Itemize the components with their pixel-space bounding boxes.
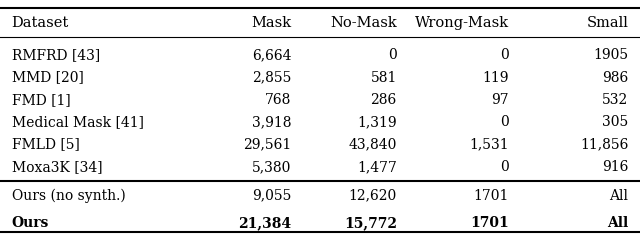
Text: 11,856: 11,856 [580, 138, 628, 151]
Text: 0: 0 [500, 48, 509, 62]
Text: 15,772: 15,772 [344, 216, 397, 230]
Text: Ours (no synth.): Ours (no synth.) [12, 188, 125, 203]
Text: MMD [20]: MMD [20] [12, 71, 83, 84]
Text: 12,620: 12,620 [349, 189, 397, 203]
Text: 986: 986 [602, 71, 628, 84]
Text: 305: 305 [602, 115, 628, 129]
Text: Mask: Mask [251, 16, 291, 30]
Text: 0: 0 [500, 160, 509, 174]
Text: Medical Mask [41]: Medical Mask [41] [12, 115, 143, 129]
Text: 21,384: 21,384 [238, 216, 291, 230]
Text: 0: 0 [500, 115, 509, 129]
Text: 0: 0 [388, 48, 397, 62]
Text: 1905: 1905 [593, 48, 628, 62]
Text: 1,531: 1,531 [469, 138, 509, 151]
Text: 43,840: 43,840 [348, 138, 397, 151]
Text: 5,380: 5,380 [252, 160, 291, 174]
Text: All: All [609, 189, 628, 203]
Text: Wrong-Mask: Wrong-Mask [415, 16, 509, 30]
Text: FMD [1]: FMD [1] [12, 93, 70, 107]
Text: 9,055: 9,055 [252, 189, 291, 203]
Text: 3,918: 3,918 [252, 115, 291, 129]
Text: 2,855: 2,855 [252, 71, 291, 84]
Text: 916: 916 [602, 160, 628, 174]
Text: Dataset: Dataset [12, 16, 68, 30]
Text: Ours: Ours [12, 216, 49, 230]
Text: RMFRD [43]: RMFRD [43] [12, 48, 100, 62]
Text: 286: 286 [371, 93, 397, 107]
Text: 581: 581 [371, 71, 397, 84]
Text: Moxa3K [34]: Moxa3K [34] [12, 160, 102, 174]
Text: 532: 532 [602, 93, 628, 107]
Text: All: All [607, 216, 628, 230]
Text: 1701: 1701 [470, 216, 509, 230]
Text: 768: 768 [265, 93, 291, 107]
Text: FMLD [5]: FMLD [5] [12, 138, 79, 151]
Text: Small: Small [587, 16, 628, 30]
Text: 119: 119 [483, 71, 509, 84]
Text: 1701: 1701 [474, 189, 509, 203]
Text: 1,319: 1,319 [357, 115, 397, 129]
Text: 1,477: 1,477 [357, 160, 397, 174]
Text: No-Mask: No-Mask [330, 16, 397, 30]
Text: 6,664: 6,664 [252, 48, 291, 62]
Text: 29,561: 29,561 [243, 138, 291, 151]
Text: 97: 97 [491, 93, 509, 107]
